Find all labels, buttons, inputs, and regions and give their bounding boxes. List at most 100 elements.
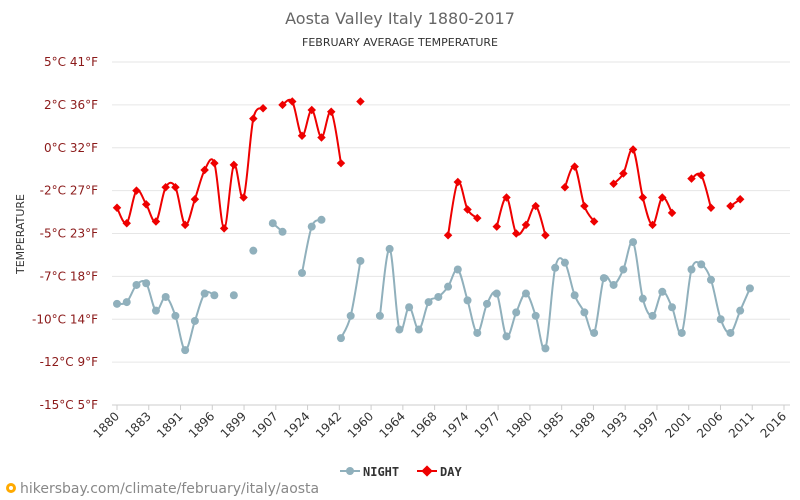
data-point-night <box>298 268 307 277</box>
legend-item-night[interactable]: NIGHT <box>340 465 399 479</box>
x-tick-label: 1883 <box>122 409 153 440</box>
data-point-day <box>190 194 200 204</box>
y-axis-label: TEMPERATURE <box>14 194 27 275</box>
x-tick-label: 1977 <box>472 409 503 440</box>
data-point-night <box>706 275 715 284</box>
data-point-night <box>560 258 569 267</box>
data-point-night <box>132 280 141 289</box>
data-point-night <box>122 298 131 307</box>
series-line-day <box>563 165 595 223</box>
data-point-night <box>424 298 433 307</box>
data-point-day <box>356 97 365 106</box>
y-tick-label: 0°C 32°F <box>44 141 98 155</box>
data-point-night <box>161 292 170 301</box>
x-tick-labels: 1880 1883 1891 1896 1899 1907 1924 1942 1960 1964… <box>91 409 789 440</box>
x-tick-label: 2011 <box>726 409 757 440</box>
data-point-day <box>161 182 170 192</box>
data-point-night <box>541 344 550 353</box>
data-point-day <box>336 158 346 168</box>
x-tick-label: 1974 <box>440 409 471 440</box>
data-point-day <box>453 177 463 187</box>
data-point-day <box>239 193 248 202</box>
data-point-night <box>726 328 735 337</box>
data-point-night <box>453 265 462 274</box>
data-point-day <box>541 230 550 240</box>
x-tick-label: 1993 <box>599 409 630 440</box>
data-point-night <box>599 274 608 283</box>
data-point-day <box>219 224 229 233</box>
y-tick-labels: 5°C 41°F 2°C 36°F 0°C 32°F -2°C 27°F -5°C 23… <box>32 55 98 412</box>
data-point-night <box>502 332 511 341</box>
data-point-night <box>531 311 540 320</box>
series-line-day <box>116 107 264 230</box>
data-point-night <box>268 219 277 228</box>
legend: NIGHT DAY <box>340 465 462 479</box>
data-point-night <box>512 308 521 317</box>
data-point-night <box>434 292 443 301</box>
data-point-day <box>200 165 209 175</box>
data-point-day <box>122 218 131 228</box>
data-point-night <box>609 280 618 289</box>
data-point-night <box>629 238 638 247</box>
data-point-day <box>317 133 326 142</box>
y-tick-label: -10°C 14°F <box>32 312 98 326</box>
data-point-night <box>687 265 696 274</box>
data-point-night <box>551 263 560 272</box>
x-tick-label: 1924 <box>281 409 312 440</box>
data-point-night <box>483 299 492 308</box>
data-point-night <box>151 306 160 315</box>
data-point-night <box>317 215 326 224</box>
data-point-day <box>667 208 677 218</box>
series-night <box>113 215 754 355</box>
legend-day-marker <box>421 465 433 477</box>
x-tick-label: 1880 <box>91 409 122 440</box>
data-point-day <box>112 203 122 213</box>
data-point-night <box>190 316 199 325</box>
y-tick-label: 2°C 36°F <box>44 98 98 112</box>
data-point-day <box>141 200 151 209</box>
y-tick-label: -2°C 27°F <box>40 184 98 198</box>
data-point-night <box>697 260 706 269</box>
chart-title: Aosta Valley Italy 1880-2017 <box>285 9 515 28</box>
data-point-night <box>580 308 589 317</box>
data-point-night <box>249 246 258 255</box>
y-tick-label: 5°C 41°F <box>44 55 98 69</box>
data-point-day <box>278 100 287 110</box>
data-point-night <box>444 282 453 291</box>
data-point-day <box>473 213 482 223</box>
chart-subtitle: FEBRUARY AVERAGE TEMPERATURE <box>302 36 498 49</box>
data-point-night <box>648 311 657 320</box>
data-point-night <box>677 328 686 337</box>
data-point-day <box>326 107 336 116</box>
legend-night-label: NIGHT <box>363 465 399 479</box>
legend-day-label: DAY <box>440 465 462 479</box>
x-tick-label: 1960 <box>345 409 376 440</box>
y-tick-label: -15°C 5°F <box>40 398 98 412</box>
data-point-day <box>288 97 297 106</box>
data-point-night <box>278 227 287 236</box>
data-point-night <box>356 256 365 265</box>
x-tick-label: 1980 <box>504 409 535 440</box>
data-point-day <box>180 220 190 230</box>
data-point-day <box>580 201 589 211</box>
data-point-night <box>492 289 501 298</box>
data-point-night <box>375 311 384 320</box>
data-point-night <box>200 289 209 298</box>
data-point-night <box>171 311 180 320</box>
data-point-day <box>171 182 180 192</box>
data-point-day <box>502 193 511 202</box>
series-line-day <box>612 148 673 226</box>
data-point-night <box>229 291 238 300</box>
footer-link[interactable]: hikersbay.com/climate/february/italy/aos… <box>6 481 319 497</box>
x-tick-label: 1942 <box>313 409 344 440</box>
data-point-day <box>297 131 307 140</box>
x-tick-label: 1997 <box>631 409 662 440</box>
data-point-day <box>132 186 141 195</box>
data-point-day <box>443 230 453 240</box>
data-point-day <box>229 160 239 170</box>
data-point-night <box>521 289 530 298</box>
series-day <box>112 97 745 240</box>
data-point-night <box>463 296 472 305</box>
legend-item-day[interactable]: DAY <box>417 465 462 479</box>
